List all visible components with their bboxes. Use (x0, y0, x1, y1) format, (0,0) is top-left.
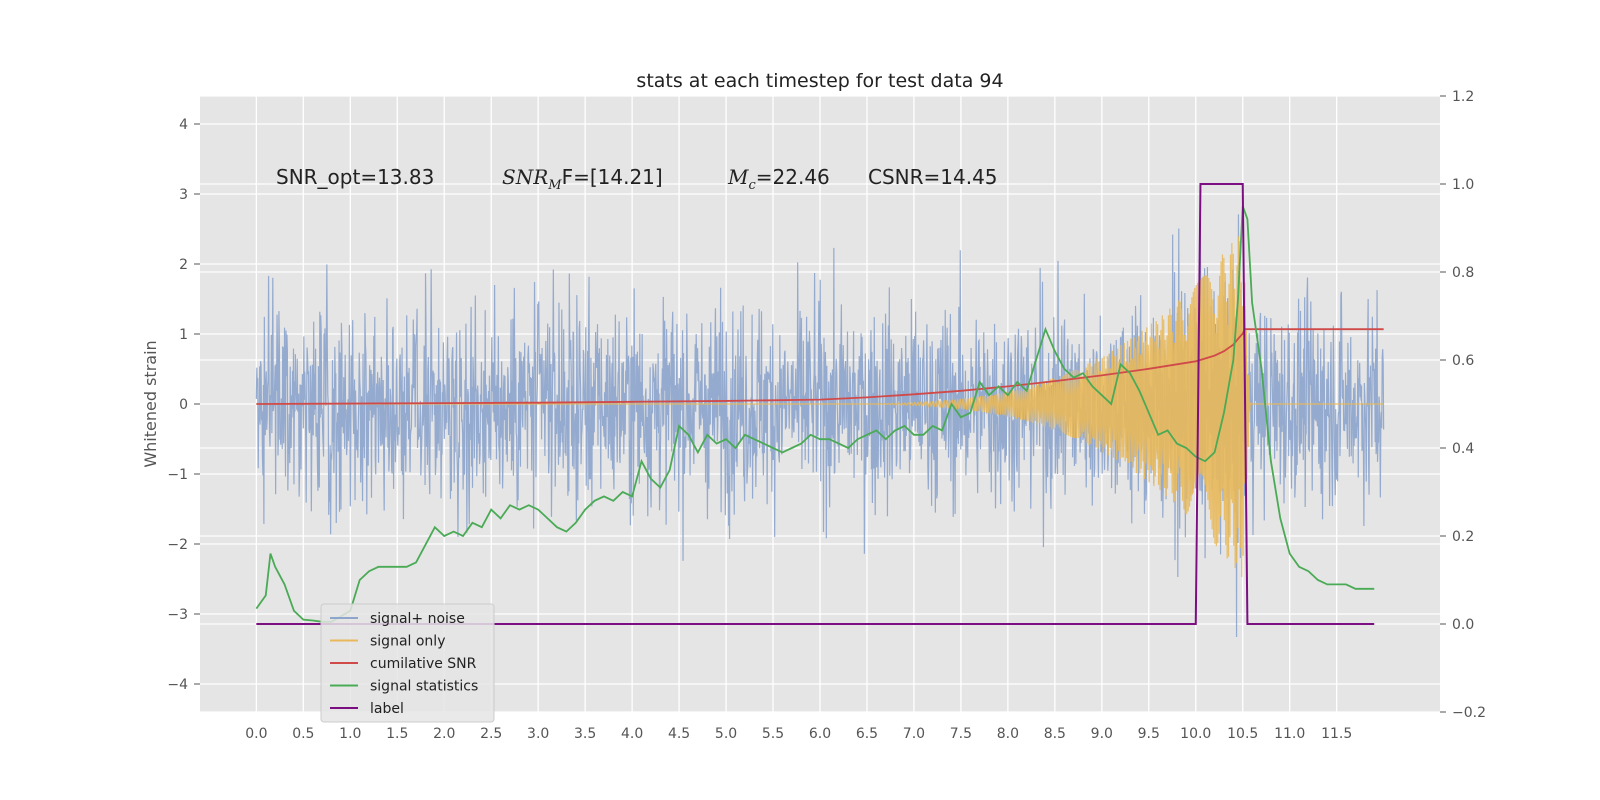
legend-box (320, 603, 495, 723)
x-tick-label: 0.5 (292, 726, 314, 742)
chart-title: stats at each timestep for test data 94 (636, 70, 1003, 92)
signal-statistics-line (255, 205, 1375, 623)
y-right-tick-label: 0.0 (1452, 617, 1474, 633)
x-tick-label: 10.0 (1180, 726, 1211, 742)
y-tick-label: 4 (179, 117, 188, 133)
x-axis-ticks: 0.0 0.5 1.0 1.5 2.0 2.5 3.0 3.5 4.0 4.5 5.0 5.5 6.0 6… (245, 726, 1352, 742)
cumilative-snr-line (256, 328, 1384, 405)
annotation-mc: Mc=22.46 (727, 165, 830, 193)
x-tick-label: 4.0 (621, 726, 643, 742)
x-tick-label: 3.5 (574, 726, 596, 742)
annotation-mc-value: =22.46 (756, 165, 830, 189)
y-right-tick-label: 0.8 (1452, 265, 1474, 281)
x-tick-label: 7.0 (903, 726, 925, 742)
annotation-mc-sub: c (748, 178, 756, 193)
y-axis-label: Whitened strain (141, 340, 160, 467)
legend-label: signal statistics (370, 679, 478, 695)
x-tick-label: 3.0 (527, 726, 549, 742)
y-tick-label: 3 (179, 187, 188, 203)
right-axis-series (255, 183, 1384, 625)
x-tick-label: 5.5 (762, 726, 784, 742)
x-tick-label: 4.5 (668, 726, 690, 742)
y-tick-label: −2 (167, 537, 188, 553)
x-tick-label: 2.5 (480, 726, 502, 742)
label-line (256, 183, 1375, 625)
x-tick-label: 9.0 (1091, 726, 1113, 742)
y-right-tick-label: 0.4 (1452, 441, 1474, 457)
x-tick-label: 1.0 (339, 726, 361, 742)
legend-items: signal+ noise signal only cumilative SNR si… (330, 611, 478, 717)
y-right-tick-label: 0.2 (1452, 529, 1474, 545)
y-tick-label: 1 (179, 327, 188, 343)
y-tick-label: −4 (167, 677, 188, 693)
x-tick-label: 8.5 (1044, 726, 1066, 742)
y-right-axis-ticks: 1.2 1.0 0.8 0.6 0.4 0.2 0.0 −0.2 (1440, 89, 1486, 721)
legend-label: signal only (370, 634, 445, 650)
legend-label: signal+ noise (370, 611, 465, 627)
y-axis-ticks: 4 3 2 1 0 −1 −2 −3 −4 (167, 117, 200, 693)
annotation-snr-mf: SNRMF=[14.21] (502, 165, 663, 193)
y-tick-label: 2 (179, 257, 188, 273)
y-right-tick-label: 1.2 (1452, 89, 1474, 105)
annotation-mc-main: M (727, 165, 749, 189)
annotation-snr-mf-value: F=[14.21] (562, 165, 663, 189)
x-tick-label: 9.5 (1138, 726, 1160, 742)
x-tick-label: 6.5 (856, 726, 878, 742)
x-tick-label: 0.0 (245, 726, 267, 742)
x-tick-label: 11.5 (1321, 726, 1352, 742)
x-tick-label: 6.0 (809, 726, 831, 742)
y-right-tick-label: 1.0 (1452, 177, 1474, 193)
legend: signal+ noise signal only cumilative SNR si… (320, 603, 495, 723)
legend-label: label (370, 701, 404, 717)
x-tick-label: 2.0 (433, 726, 455, 742)
annotation-snr-mf-sub: M (547, 178, 562, 193)
x-tick-label: 5.0 (715, 726, 737, 742)
x-tick-label: 8.0 (997, 726, 1019, 742)
y-right-tick-label: 0.6 (1452, 353, 1474, 369)
x-tick-label: 7.5 (950, 726, 972, 742)
y-right-tick-label: −0.2 (1452, 705, 1486, 721)
y-tick-label: −3 (167, 607, 188, 623)
x-tick-label: 11.0 (1274, 726, 1305, 742)
legend-label: cumilative SNR (370, 656, 477, 672)
annotation-snr-opt: SNR_opt=13.83 (276, 165, 434, 189)
annotation-snr-mf-main: SNR (502, 165, 548, 189)
annotation-csnr: CSNR=14.45 (868, 165, 998, 189)
y-tick-label: 0 (179, 397, 188, 413)
x-tick-label: 1.5 (386, 726, 408, 742)
y-tick-label: −1 (167, 467, 188, 483)
x-tick-label: 10.5 (1227, 726, 1258, 742)
